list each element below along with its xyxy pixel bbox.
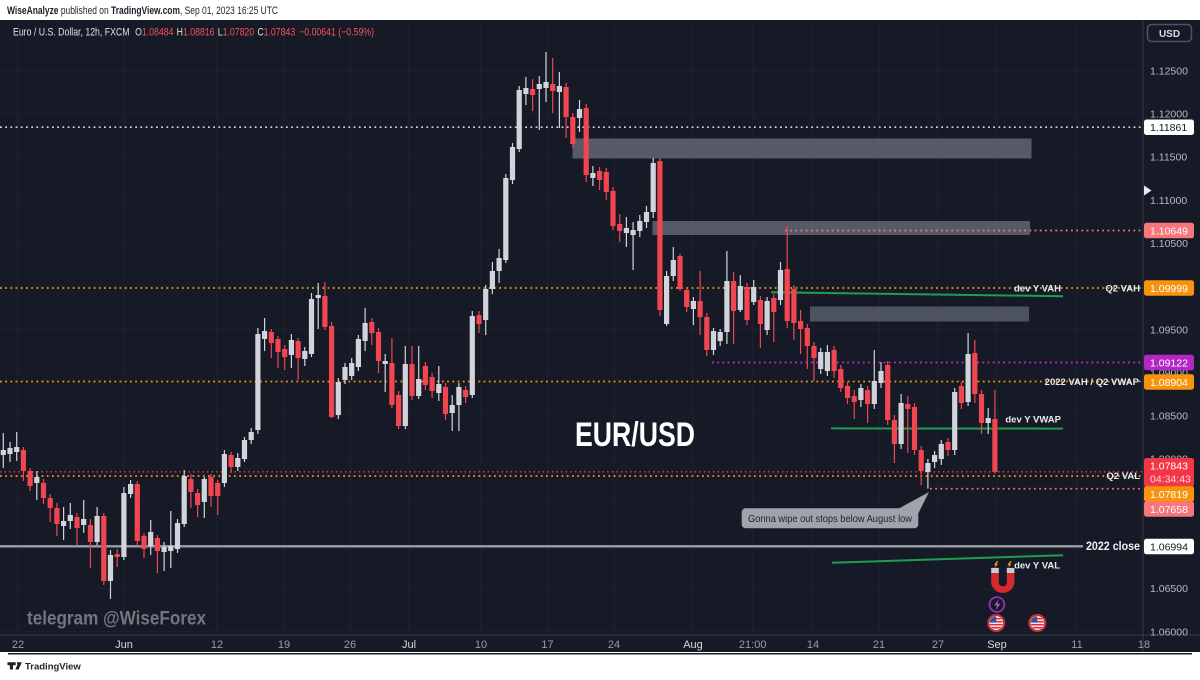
svg-text:Gonna wipe out stops below Aug: Gonna wipe out stops below August low [748,513,912,525]
svg-text:1.11000: 1.11000 [1150,195,1187,207]
svg-text:26: 26 [344,639,356,651]
svg-text:EUR/USD: EUR/USD [575,416,695,454]
svg-text:27: 27 [932,639,944,651]
svg-text:1.10500: 1.10500 [1150,238,1188,250]
svg-text:1.10649: 1.10649 [1150,225,1188,237]
svg-text:1.06994: 1.06994 [1150,541,1188,553]
svg-text:11: 11 [1071,639,1082,651]
svg-text:10: 10 [475,639,487,651]
svg-text:Jun: Jun [115,639,133,651]
svg-text:Q2 VAH: Q2 VAH [1105,284,1140,295]
svg-text:WiseAnalyze published on Tradi: WiseAnalyze published on TradingView.com… [7,5,278,17]
svg-text:04:34:43: 04:34:43 [1150,474,1191,486]
svg-text:1.06500: 1.06500 [1150,583,1188,595]
svg-text:1.12000: 1.12000 [1150,109,1188,121]
svg-text:22: 22 [12,639,24,651]
svg-text:1.11861: 1.11861 [1150,122,1187,134]
svg-text:dev Y VAH: dev Y VAH [1014,284,1061,295]
svg-text:14: 14 [807,639,819,651]
svg-text:Euro / U.S. Dollar, 12h, FXCMO: Euro / U.S. Dollar, 12h, FXCMO1.08484H1.… [13,27,374,39]
svg-text:1.08500: 1.08500 [1150,411,1188,423]
svg-text:1.08904: 1.08904 [1150,377,1188,389]
svg-text:Jul: Jul [402,639,416,651]
svg-text:Q2 VAL: Q2 VAL [1106,471,1140,482]
svg-text:1.09500: 1.09500 [1150,324,1188,336]
svg-text:17: 17 [541,639,553,651]
svg-text:TradingView: TradingView [25,662,81,673]
svg-text:1.07658: 1.07658 [1150,504,1188,516]
svg-text:dev Y VAL: dev Y VAL [1014,561,1060,572]
svg-text:19: 19 [278,639,290,651]
svg-text:Sep: Sep [987,639,1007,651]
svg-text:1.07843: 1.07843 [1150,461,1188,473]
svg-text:18: 18 [1138,639,1150,651]
svg-text:24: 24 [608,639,620,651]
svg-text:Aug: Aug [683,639,703,651]
svg-text:1.11500: 1.11500 [1150,152,1187,164]
svg-text:21:00: 21:00 [739,639,767,651]
svg-text:2022 VAH / Q2 VWAP: 2022 VAH / Q2 VWAP [1045,377,1140,388]
svg-text:1.12500: 1.12500 [1150,65,1188,77]
svg-text:dev Y VWAP: dev Y VWAP [1005,415,1061,426]
svg-text:1.06000: 1.06000 [1150,626,1188,638]
svg-text:telegram @WiseForex: telegram @WiseForex [27,608,206,630]
svg-text:1.07819: 1.07819 [1150,489,1188,501]
svg-text:USD: USD [1159,29,1180,40]
svg-text:2022 close: 2022 close [1086,541,1140,553]
svg-text:1.09122: 1.09122 [1150,357,1188,369]
svg-text:12: 12 [211,639,223,651]
svg-text:21: 21 [873,639,885,651]
svg-text:1.09999: 1.09999 [1150,283,1188,295]
